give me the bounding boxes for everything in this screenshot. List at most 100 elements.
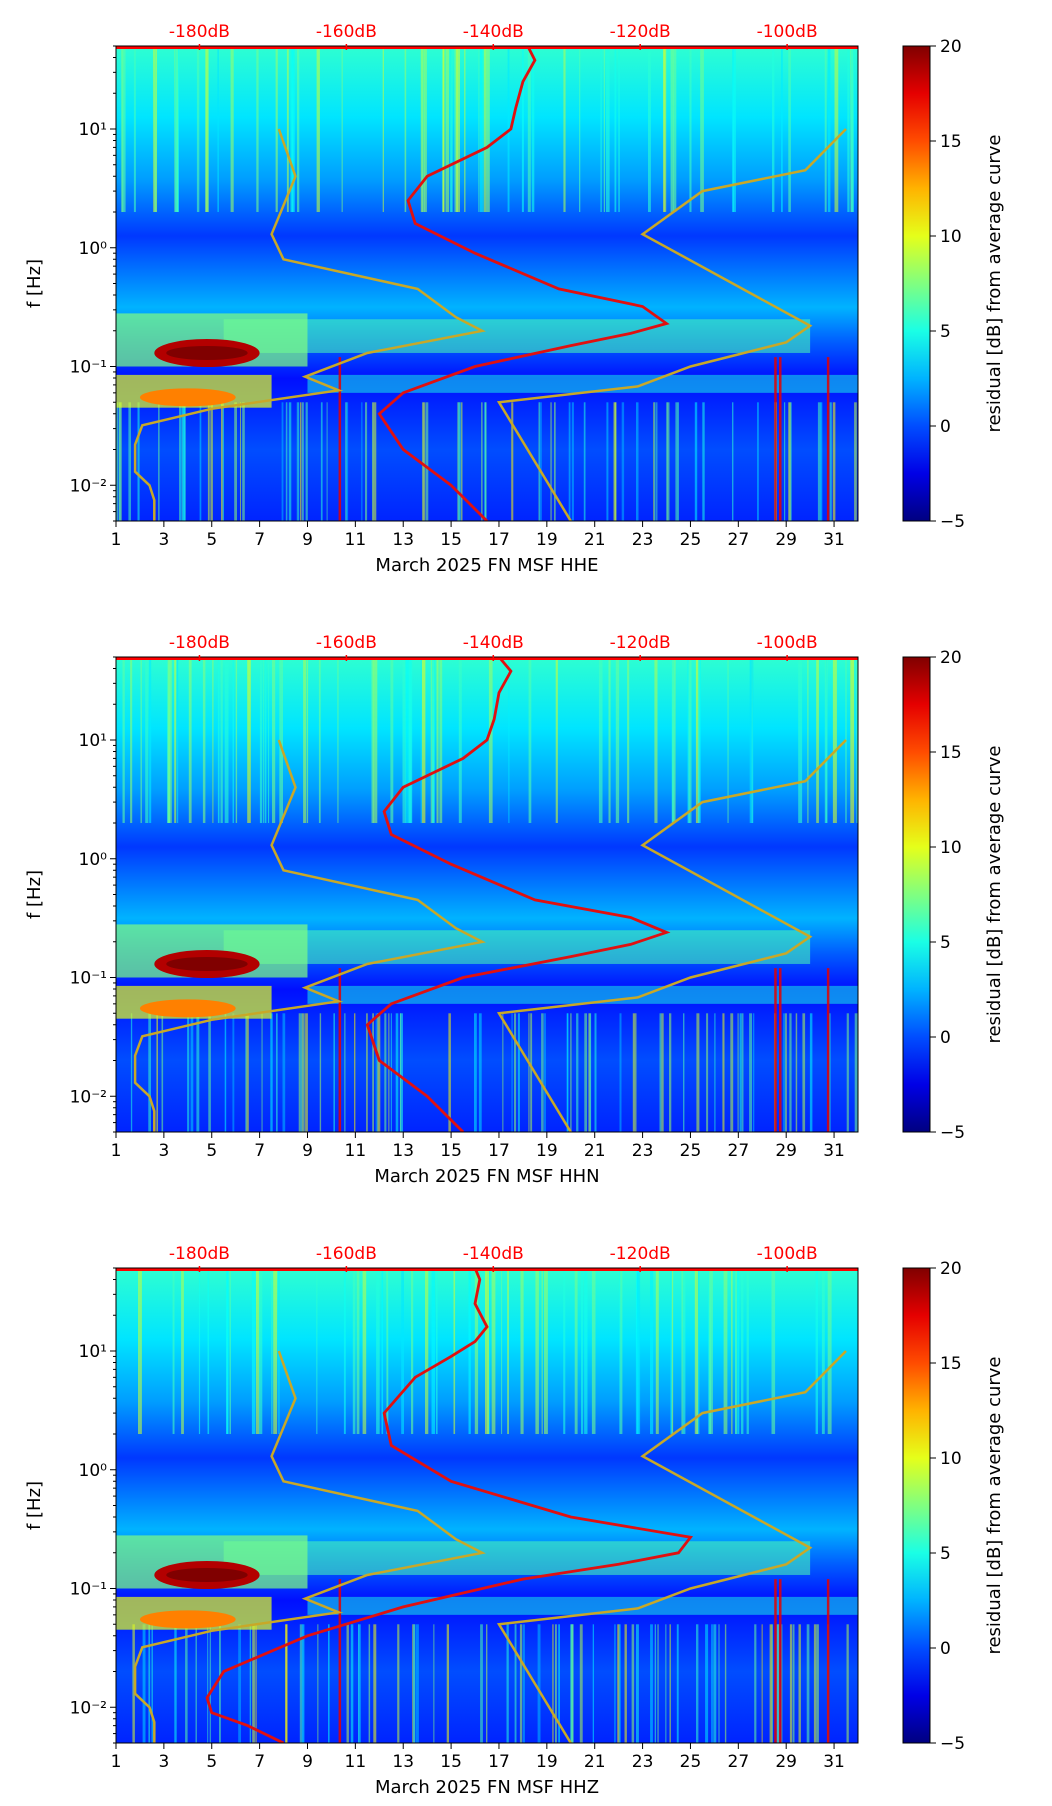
x-tick-label: 15	[440, 1752, 462, 1772]
top-db-label: -140dB	[463, 633, 524, 653]
x-tick-label: 1	[111, 1141, 122, 1161]
y-axis-label: f [Hz]	[24, 1481, 45, 1530]
top-db-label: -180dB	[169, 1244, 230, 1264]
low-noise-model-line	[133, 739, 486, 1132]
colorbar-tick-label: 20	[940, 648, 962, 668]
y-tick-label: 10⁻¹	[70, 969, 107, 989]
x-tick-label: 25	[680, 1141, 702, 1161]
low-noise-model-line	[133, 128, 486, 521]
x-tick-label: 9	[302, 1141, 313, 1161]
top-db-label: -100dB	[757, 1244, 818, 1264]
x-tick-label: 23	[632, 1141, 654, 1161]
top-db-label: -140dB	[463, 1244, 524, 1264]
colorbar-tick-label: 0	[940, 417, 951, 437]
top-db-label: -160dB	[316, 1244, 377, 1264]
top-db-label: -120dB	[610, 1244, 671, 1264]
x-tick-label: 27	[728, 1752, 750, 1772]
y-tick-label: 10⁻¹	[70, 358, 107, 378]
top-db-label: -100dB	[757, 22, 818, 42]
x-tick-label: 29	[775, 1141, 797, 1161]
x-tick-label: 27	[728, 530, 750, 550]
y-tick-label: 10¹	[79, 1342, 107, 1362]
colorbar-tick-label: 15	[940, 132, 962, 152]
colorbar-tick-label: 10	[940, 1449, 962, 1469]
x-tick-label: 7	[254, 1752, 265, 1772]
x-tick-label: 17	[488, 1752, 510, 1772]
x-tick-label: 17	[488, 1141, 510, 1161]
y-tick-label: 10⁻¹	[70, 1580, 107, 1600]
colorbar-tick-label: 20	[940, 1259, 962, 1279]
top-db-label: -140dB	[463, 22, 524, 42]
x-tick-label: 29	[775, 1752, 797, 1772]
x-tick-label: 17	[488, 530, 510, 550]
colorbar-tick-label: 5	[940, 1544, 951, 1564]
x-tick-label: 5	[206, 1141, 217, 1161]
y-tick-label: 10⁰	[79, 1461, 108, 1481]
x-tick-label: 19	[536, 1752, 558, 1772]
heatmap	[116, 1268, 858, 1743]
y-tick-label: 10¹	[79, 120, 107, 140]
x-tick-label: 1	[111, 530, 122, 550]
x-tick-label: 13	[392, 530, 414, 550]
x-tick-label: 11	[345, 1752, 367, 1772]
psd-curve-line	[365, 657, 671, 1132]
x-axis-label: March 2025 FN MSF HHE	[375, 555, 598, 576]
y-axis-label: f [Hz]	[24, 259, 45, 308]
colorbar-tick-label: 15	[940, 743, 962, 763]
colorbar	[902, 1267, 931, 1744]
colorbar-tick-label: −5	[940, 512, 965, 532]
y-tick-label: 10⁻²	[70, 1087, 107, 1107]
x-tick-label: 7	[254, 1141, 265, 1161]
top-db-label: -160dB	[316, 22, 377, 42]
y-axis-label: f [Hz]	[24, 870, 45, 919]
x-tick-label: 29	[775, 530, 797, 550]
y-tick-label: 10⁻²	[70, 476, 107, 496]
colorbar-tick-label: 15	[940, 1354, 962, 1374]
colorbar-label: residual [dB] from average curve	[984, 134, 1005, 432]
x-axis-label: March 2025 FN MSF HHZ	[375, 1777, 599, 1798]
x-tick-label: 15	[440, 1141, 462, 1161]
x-tick-label: 25	[680, 1752, 702, 1772]
psd-curve-line	[377, 46, 670, 521]
x-tick-label: 21	[584, 530, 606, 550]
high-noise-model-line	[496, 128, 847, 521]
colorbar-tick-label: −5	[940, 1123, 965, 1143]
colorbar-tick-label: 0	[940, 1028, 951, 1048]
colorbar-tick-label: 20	[940, 37, 962, 57]
x-tick-label: 7	[254, 530, 265, 550]
high-noise-model-line	[496, 1350, 847, 1743]
x-tick-label: 19	[536, 530, 558, 550]
x-tick-label: 9	[302, 1752, 313, 1772]
x-tick-label: 21	[584, 1752, 606, 1772]
x-tick-label: 31	[823, 530, 845, 550]
colorbar-label: residual [dB] from average curve	[984, 1356, 1005, 1654]
x-tick-label: 27	[728, 1141, 750, 1161]
x-tick-label: 3	[158, 1141, 169, 1161]
x-tick-label: 25	[680, 530, 702, 550]
top-db-label: -180dB	[169, 22, 230, 42]
x-tick-label: 19	[536, 1141, 558, 1161]
x-tick-label: 31	[823, 1141, 845, 1161]
colorbar	[902, 656, 931, 1133]
x-tick-label: 1	[111, 1752, 122, 1772]
heatmap	[116, 657, 858, 1132]
colorbar-tick-label: 0	[940, 1639, 951, 1659]
heatmap	[116, 46, 858, 521]
colorbar	[902, 45, 931, 522]
top-db-label: -180dB	[169, 633, 230, 653]
x-tick-label: 9	[302, 530, 313, 550]
x-tick-label: 3	[158, 530, 169, 550]
top-db-label: -100dB	[757, 633, 818, 653]
top-db-label: -120dB	[610, 633, 671, 653]
x-tick-label: 13	[392, 1141, 414, 1161]
colorbar-tick-label: 10	[940, 227, 962, 247]
x-tick-label: 13	[392, 1752, 414, 1772]
top-db-label: -120dB	[610, 22, 671, 42]
top-db-label: -160dB	[316, 633, 377, 653]
x-tick-label: 31	[823, 1752, 845, 1772]
y-tick-label: 10⁰	[79, 850, 108, 870]
y-tick-label: 10⁰	[79, 239, 108, 259]
